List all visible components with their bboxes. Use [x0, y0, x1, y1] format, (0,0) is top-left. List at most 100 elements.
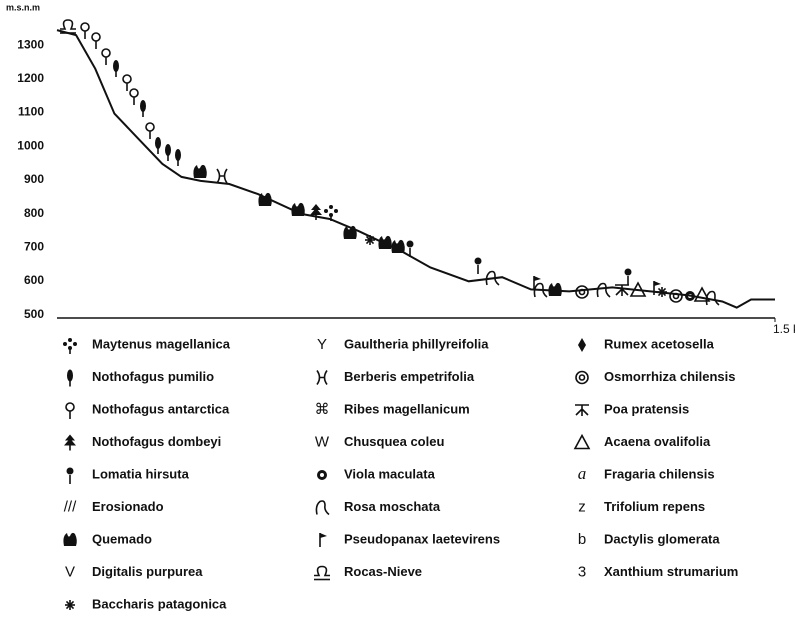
icon: [576, 372, 588, 384]
legend-label: Maytenus magellanica: [92, 336, 231, 351]
icon: [66, 403, 74, 411]
y-tick-label: 1100: [18, 105, 44, 119]
icon: [60, 20, 76, 29]
legend-item: Berberis empetrifolia: [317, 369, 475, 385]
legend-item: Rosa moschata: [316, 499, 440, 515]
icon: [67, 468, 74, 475]
icon: [615, 285, 629, 296]
legend-label: Rosa moschata: [344, 499, 441, 514]
icon: [548, 283, 561, 296]
legend-item: Y Gaultheria phillyreifolia: [317, 336, 489, 353]
icon: [146, 123, 154, 131]
y-axis-label: m.s.n.m: [6, 2, 40, 12]
legend-item: aFragaria chilensis: [578, 464, 715, 483]
profile-symbol: [175, 149, 181, 166]
y-tick-label: 800: [24, 206, 44, 220]
legend-label: Ribes magellanicum: [344, 401, 470, 416]
legend-item: Poa pratensis: [575, 401, 689, 416]
legend-symbol: 3: [578, 563, 586, 580]
profile-symbol: [576, 286, 588, 298]
icon: [258, 193, 271, 206]
icon: [63, 342, 67, 346]
profile-symbol: [140, 100, 146, 117]
icon: [102, 49, 110, 57]
icon: [291, 203, 304, 216]
icon: [580, 290, 585, 295]
icon: [314, 567, 330, 576]
icon: [334, 209, 338, 213]
icon: [324, 209, 328, 213]
icon: [81, 23, 89, 31]
legend-label: Lomatia hirsuta: [92, 466, 190, 481]
legend-label: Nothofagus dombeyi: [92, 434, 221, 449]
profile-symbol: [625, 269, 632, 286]
profile-symbol: [291, 203, 304, 216]
legend-symbol: a: [578, 464, 587, 483]
legend-symbol: W: [315, 433, 330, 450]
legend-symbol: ⌘: [315, 401, 330, 418]
legend-item: Nothofagus pumilio: [67, 369, 214, 387]
legend-label: Gaultheria phillyreifolia: [344, 336, 489, 351]
legend-item: /// Erosionado: [64, 498, 164, 515]
legend-label: Nothofagus antarctica: [92, 401, 230, 416]
icon: [73, 342, 77, 346]
legend-symbol: Y: [317, 336, 327, 353]
legend-item: Rocas-Nieve: [314, 564, 422, 580]
y-tick-label: 1000: [17, 138, 44, 152]
icon: [625, 269, 632, 276]
icon: [92, 33, 100, 41]
icon: [193, 165, 206, 178]
legend-label: Acaena ovalifolia: [604, 434, 711, 449]
profile-symbol: [165, 144, 171, 161]
legend-item: Osmorrhiza chilensis: [576, 369, 736, 384]
chart: m.s.n.m 50060070080090010001100120013001…: [0, 0, 795, 617]
legend-label: Erosionado: [92, 499, 164, 514]
icon: [217, 169, 227, 183]
y-tick-label: 500: [24, 307, 44, 321]
profile-symbol: [657, 287, 667, 297]
profile-symbol: [130, 89, 138, 105]
icon: [68, 338, 72, 342]
legend-label: Xanthium strumarium: [604, 564, 738, 579]
legend-symbol: ///: [64, 498, 77, 515]
y-tick-label: 1300: [17, 37, 44, 51]
profile-symbol: [123, 75, 131, 91]
legend-item: bDactylis glomerata: [578, 531, 721, 548]
legend-item: Quemado: [63, 531, 152, 546]
legend-symbol: V: [65, 563, 75, 580]
icon: [674, 294, 679, 299]
legend-label: Viola maculata: [344, 466, 436, 481]
icon: [578, 338, 586, 352]
icon: [319, 472, 326, 479]
profile-symbol: [365, 235, 375, 245]
legend-label: Poa pratensis: [604, 401, 689, 416]
legend-label: Pseudopanax laetevirens: [344, 531, 500, 546]
profile-symbol: [475, 258, 482, 275]
icon: [580, 375, 585, 380]
profile-symbol: [258, 193, 271, 206]
legend-item: Rumex acetosella: [578, 336, 715, 352]
icon: [575, 405, 589, 416]
icon: [316, 501, 329, 515]
legend-label: Chusquea coleu: [344, 434, 444, 449]
icon: [391, 240, 404, 253]
legend-label: Berberis empetrifolia: [344, 369, 475, 384]
profile-symbol: [81, 23, 89, 39]
legend-item: Lomatia hirsuta: [67, 466, 190, 484]
icon: [575, 436, 589, 449]
profile-symbol: [378, 236, 391, 249]
legend-label: Baccharis patagonica: [92, 596, 227, 611]
icon: [534, 276, 541, 281]
profile-symbol: [113, 60, 119, 77]
profile-symbol: [548, 283, 561, 296]
legend-item: Baccharis patagonica: [65, 596, 227, 611]
icon: [576, 286, 588, 298]
elevation-profile: [57, 30, 775, 308]
icon: [407, 241, 414, 248]
icon: [329, 205, 333, 209]
legend-item: Viola maculata: [319, 466, 436, 481]
icon: [130, 89, 138, 97]
legend-item: Pseudopanax laetevirens: [320, 531, 500, 547]
legend-label: Digitalis purpurea: [92, 564, 203, 579]
